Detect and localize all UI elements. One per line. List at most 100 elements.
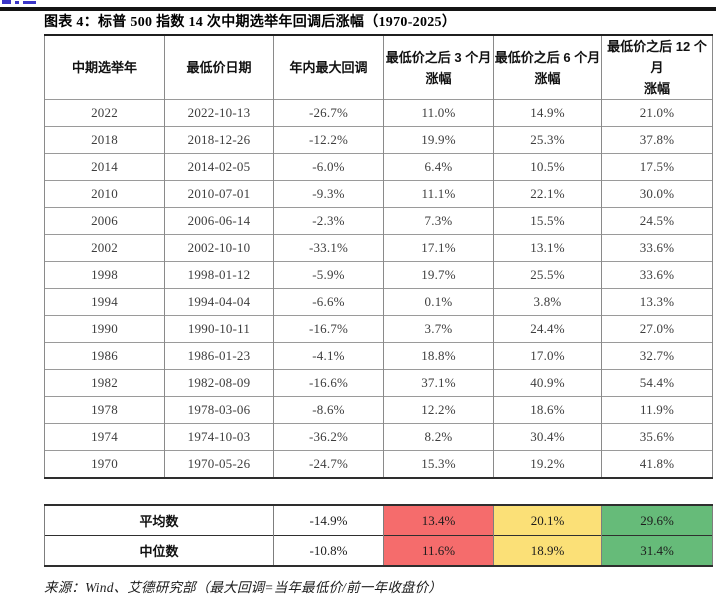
cell-gain-6m: 14.9% <box>493 99 602 127</box>
cell-gain-3m: 19.7% <box>383 261 494 289</box>
cell-low-date: 2006-06-14 <box>164 207 274 235</box>
cell-max-drawdown: -16.6% <box>273 369 384 397</box>
summary-label-median: 中位数 <box>44 535 274 566</box>
cell-low-date: 1990-10-11 <box>164 315 274 343</box>
cell-max-drawdown: -12.2% <box>273 126 384 154</box>
cell-mean-gain-3m: 13.4% <box>383 505 494 536</box>
cell-low-date: 1994-04-04 <box>164 288 274 316</box>
header-row: 中期选举年 最低价日期 年内最大回调 最低价之后 3 个月 涨幅 最低价之后 6… <box>44 35 713 100</box>
cell-max-drawdown: -2.3% <box>273 207 384 235</box>
cell-year: 1990 <box>44 315 165 343</box>
table-row: 1998 1998-01-12 -5.9% 19.7% 25.5% 33.6% <box>44 261 713 289</box>
cell-max-drawdown: -16.7% <box>273 315 384 343</box>
table-row: 1970 1970-05-26 -24.7% 15.3% 19.2% 41.8% <box>44 450 713 478</box>
col-header-low-date: 最低价日期 <box>164 35 274 100</box>
cell-gain-6m: 25.3% <box>493 126 602 154</box>
cell-year: 2018 <box>44 126 165 154</box>
cell-max-drawdown: -36.2% <box>273 423 384 451</box>
cell-low-date: 1986-01-23 <box>164 342 274 370</box>
cell-mean-gain-12m: 29.6% <box>601 505 713 536</box>
cell-gain-6m: 30.4% <box>493 423 602 451</box>
cell-gain-6m: 25.5% <box>493 261 602 289</box>
cell-low-date: 2002-10-10 <box>164 234 274 262</box>
cell-gain-12m: 32.7% <box>601 342 713 370</box>
table-row: 2010 2010-07-01 -9.3% 11.1% 22.1% 30.0% <box>44 180 713 208</box>
cell-gain-6m: 3.8% <box>493 288 602 316</box>
cell-year: 1994 <box>44 288 165 316</box>
cell-gain-12m: 21.0% <box>601 99 713 127</box>
cell-max-drawdown: -4.1% <box>273 342 384 370</box>
cell-gain-3m: 7.3% <box>383 207 494 235</box>
summary-row-median: 中位数 -10.8% 11.6% 18.9% 31.4% <box>44 535 713 566</box>
summary-row-mean: 平均数 -14.9% 13.4% 20.1% 29.6% <box>44 505 713 536</box>
cell-median-gain-6m: 18.9% <box>493 535 602 566</box>
cell-gain-12m: 30.0% <box>601 180 713 208</box>
cell-gain-3m: 3.7% <box>383 315 494 343</box>
col-header-gain-3m: 最低价之后 3 个月 涨幅 <box>383 35 494 100</box>
cell-year: 1970 <box>44 450 165 478</box>
cell-low-date: 1998-01-12 <box>164 261 274 289</box>
cell-low-date: 2018-12-26 <box>164 126 274 154</box>
figure-block: 图表 4：标普 500 指数 14 次中期选举年回调后涨幅（1970-2025）… <box>44 13 713 596</box>
cell-median-drawdown: -10.8% <box>273 535 384 566</box>
cell-gain-6m: 17.0% <box>493 342 602 370</box>
cell-median-gain-12m: 31.4% <box>601 535 713 566</box>
cell-gain-12m: 33.6% <box>601 261 713 289</box>
cell-mean-gain-6m: 20.1% <box>493 505 602 536</box>
cell-gain-12m: 13.3% <box>601 288 713 316</box>
cell-gain-3m: 11.0% <box>383 99 494 127</box>
table-row: 2014 2014-02-05 -6.0% 6.4% 10.5% 17.5% <box>44 153 713 181</box>
cell-gain-6m: 24.4% <box>493 315 602 343</box>
cell-max-drawdown: -6.6% <box>273 288 384 316</box>
cell-max-drawdown: -26.7% <box>273 99 384 127</box>
table-row: 2018 2018-12-26 -12.2% 19.9% 25.3% 37.8% <box>44 126 713 154</box>
cell-gain-12m: 17.5% <box>601 153 713 181</box>
cell-year: 1978 <box>44 396 165 424</box>
col-header-election-year: 中期选举年 <box>44 35 165 100</box>
cell-low-date: 1974-10-03 <box>164 423 274 451</box>
table-row: 1978 1978-03-06 -8.6% 12.2% 18.6% 11.9% <box>44 396 713 424</box>
section-divider-bar <box>0 7 716 11</box>
cell-year: 1974 <box>44 423 165 451</box>
cell-year: 1986 <box>44 342 165 370</box>
cell-gain-12m: 11.9% <box>601 396 713 424</box>
summary-label-mean: 平均数 <box>44 505 274 536</box>
col-header-gain-6m: 最低价之后 6 个月 涨幅 <box>493 35 602 100</box>
cell-max-drawdown: -8.6% <box>273 396 384 424</box>
cell-gain-6m: 13.1% <box>493 234 602 262</box>
cell-gain-6m: 10.5% <box>493 153 602 181</box>
cell-low-date: 2014-02-05 <box>164 153 274 181</box>
cell-gain-6m: 15.5% <box>493 207 602 235</box>
cell-gain-3m: 11.1% <box>383 180 494 208</box>
cell-gain-6m: 19.2% <box>493 450 602 478</box>
cell-max-drawdown: -24.7% <box>273 450 384 478</box>
table-row: 1974 1974-10-03 -36.2% 8.2% 30.4% 35.6% <box>44 423 713 451</box>
cell-gain-3m: 18.8% <box>383 342 494 370</box>
cell-low-date: 2022-10-13 <box>164 99 274 127</box>
cell-year: 2010 <box>44 180 165 208</box>
cell-gain-12m: 54.4% <box>601 369 713 397</box>
cell-max-drawdown: -6.0% <box>273 153 384 181</box>
cell-mean-drawdown: -14.9% <box>273 505 384 536</box>
cell-low-date: 1978-03-06 <box>164 396 274 424</box>
table-row: 2006 2006-06-14 -2.3% 7.3% 15.5% 24.5% <box>44 207 713 235</box>
cell-gain-6m: 40.9% <box>493 369 602 397</box>
table-row: 1990 1990-10-11 -16.7% 3.7% 24.4% 27.0% <box>44 315 713 343</box>
cell-max-drawdown: -33.1% <box>273 234 384 262</box>
cell-year: 1998 <box>44 261 165 289</box>
cell-gain-3m: 8.2% <box>383 423 494 451</box>
cell-low-date: 1982-08-09 <box>164 369 274 397</box>
cell-gain-12m: 41.8% <box>601 450 713 478</box>
cell-year: 2022 <box>44 99 165 127</box>
cell-gain-3m: 17.1% <box>383 234 494 262</box>
cell-gain-12m: 37.8% <box>601 126 713 154</box>
cell-gain-12m: 33.6% <box>601 234 713 262</box>
figure-caption: 图表 4：标普 500 指数 14 次中期选举年回调后涨幅（1970-2025） <box>44 15 457 30</box>
cell-gain-3m: 37.1% <box>383 369 494 397</box>
cell-gain-6m: 22.1% <box>493 180 602 208</box>
table-row: 1994 1994-04-04 -6.6% 0.1% 3.8% 13.3% <box>44 288 713 316</box>
cell-median-gain-3m: 11.6% <box>383 535 494 566</box>
cell-gain-3m: 0.1% <box>383 288 494 316</box>
table-row: 2002 2002-10-10 -33.1% 17.1% 13.1% 33.6% <box>44 234 713 262</box>
cell-year: 2014 <box>44 153 165 181</box>
